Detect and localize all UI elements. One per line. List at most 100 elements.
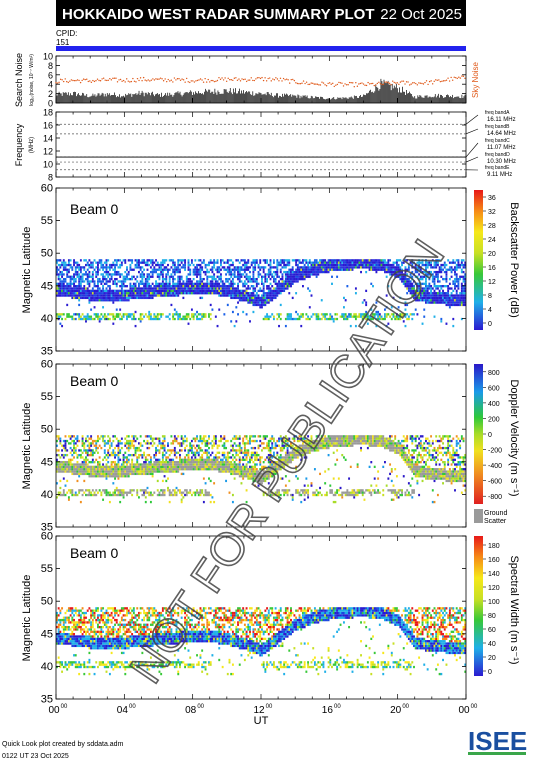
sky-noise-point — [365, 84, 368, 87]
scatter-cell — [394, 273, 397, 276]
scatter-cell — [440, 268, 443, 271]
scatter-cell — [88, 317, 91, 321]
scatter-cell — [184, 263, 187, 267]
scatter-cell — [184, 292, 187, 295]
scatter-cell — [148, 296, 151, 300]
scatter-cell — [119, 472, 122, 476]
scatter-cell — [85, 437, 87, 440]
frequency-band-leader — [465, 156, 479, 163]
scatter-cell — [179, 259, 181, 262]
scatter-cell — [62, 263, 65, 267]
scatter-cell — [79, 472, 82, 476]
sky-noise-point — [281, 80, 283, 82]
scatter-cell — [329, 315, 332, 318]
search-noise-ylabel: Search Noise — [14, 53, 24, 107]
scatter-cell — [74, 449, 77, 452]
scatter-cell — [107, 465, 110, 469]
scatter-cell — [209, 275, 212, 278]
frequency-band-leader — [465, 142, 479, 158]
scatter-cell — [172, 313, 175, 316]
scatter-cell — [254, 301, 257, 304]
scatter-cell — [179, 313, 181, 316]
sky-noise-point — [425, 80, 428, 82]
scatter-cell — [442, 285, 444, 288]
scatter-cell — [173, 313, 176, 316]
scatter-cell — [426, 287, 429, 290]
scatter-cell — [57, 470, 60, 473]
scatter-cell — [86, 470, 89, 473]
scatter-cell — [81, 275, 84, 278]
scatter-cell — [295, 277, 298, 281]
scatter-cell — [419, 266, 422, 269]
scatter-cell — [88, 472, 91, 476]
scatter-cell — [319, 266, 321, 269]
scatter-cell — [126, 456, 128, 459]
scatter-cell — [182, 491, 185, 494]
scatter-cell — [161, 292, 164, 295]
scatter-cell — [423, 270, 426, 274]
scatter-cell — [190, 461, 193, 464]
scatter-cell — [189, 277, 192, 281]
scatter-cell — [464, 303, 466, 307]
scatter-cell — [267, 296, 270, 300]
scatter-cell — [233, 268, 236, 271]
scatter-cell — [332, 259, 335, 262]
scatter-cell — [267, 294, 270, 297]
scatter-cell — [81, 489, 84, 492]
scatter-cell — [129, 470, 132, 473]
scatter-cell — [117, 470, 120, 473]
scatter-cell — [257, 296, 260, 300]
scatter-cell — [173, 461, 176, 464]
frequency-band-name: freq bandE — [485, 165, 510, 171]
scatter-cell — [404, 280, 407, 283]
scatter-cell — [81, 280, 84, 283]
scatter-cell — [172, 465, 175, 469]
scatter-cell — [88, 263, 91, 267]
scatter-cell — [85, 263, 87, 267]
sky-noise-point — [444, 80, 446, 82]
scatter-cell — [377, 259, 380, 262]
scatter-cell — [426, 270, 429, 274]
scatter-cell — [115, 261, 118, 264]
scatter-cell — [312, 263, 315, 267]
scatter-cell — [278, 315, 280, 318]
scatter-cell — [208, 458, 210, 461]
scatter-cell — [351, 268, 354, 271]
scatter-cell — [151, 289, 154, 293]
scatter-cell — [185, 489, 188, 492]
scatter-cell — [209, 282, 212, 285]
scatter-cell — [74, 465, 77, 469]
sky-noise-point — [247, 79, 249, 81]
scatter-cell — [108, 268, 111, 271]
scatter-cell — [455, 285, 458, 288]
scatter-cell — [57, 315, 60, 318]
scatter-cell — [134, 287, 137, 290]
scatter-cell — [175, 437, 178, 440]
scatter-cell — [86, 287, 89, 290]
scatter-cell — [78, 317, 81, 321]
scatter-cell — [114, 463, 116, 466]
scatter-cell — [151, 493, 154, 497]
scatter-cell — [452, 294, 455, 297]
scatter-cell — [155, 292, 157, 295]
scatter-cell — [173, 285, 176, 288]
scatter-cell — [167, 294, 169, 297]
scatter-cell — [269, 277, 272, 281]
scatter-cell — [230, 289, 233, 293]
scatter-cell — [452, 261, 455, 264]
scatter-cell — [64, 463, 67, 466]
scatter-cell — [462, 294, 465, 297]
scatter-cell — [69, 442, 72, 445]
scatter-cell — [175, 289, 178, 293]
sky-noise-point — [461, 75, 463, 77]
scatter-cell — [74, 470, 77, 473]
scatter-cell — [138, 463, 140, 466]
scatter-cell — [418, 282, 421, 285]
sky-noise-point — [84, 78, 86, 81]
scatter-cell — [237, 296, 239, 300]
scatter-cell — [103, 313, 106, 316]
scatter-cell — [404, 270, 407, 274]
scatter-cell — [290, 277, 292, 281]
scatter-cell — [103, 315, 106, 318]
scatter-cell — [76, 472, 79, 476]
